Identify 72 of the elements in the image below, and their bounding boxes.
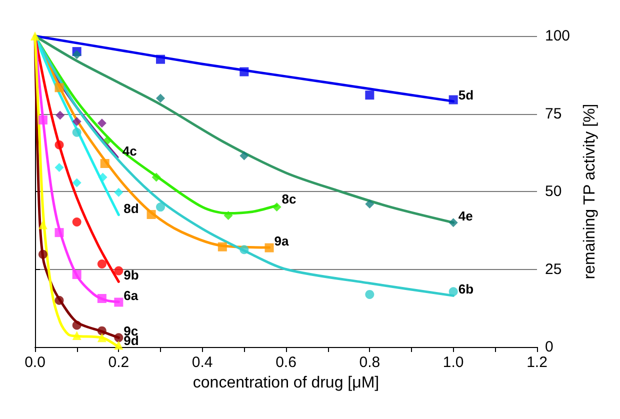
point xyxy=(114,333,124,342)
point xyxy=(54,140,64,150)
point xyxy=(72,117,82,126)
x-axis-title: concentration of drug [μM] xyxy=(192,374,380,392)
point xyxy=(72,330,82,340)
point xyxy=(54,228,64,238)
series-label: 9b xyxy=(124,268,139,283)
point xyxy=(103,136,112,145)
point xyxy=(240,245,249,254)
point xyxy=(72,178,82,188)
point xyxy=(448,95,458,104)
point xyxy=(54,296,64,305)
x-tick-label: 0.0 xyxy=(24,354,46,371)
point xyxy=(264,243,274,252)
y-tick-label: 25 xyxy=(545,260,562,278)
point xyxy=(54,163,64,172)
point xyxy=(56,110,65,120)
point xyxy=(224,210,233,220)
point xyxy=(114,340,124,350)
point xyxy=(240,151,249,160)
series-label: 9a xyxy=(274,233,290,248)
y-tick-label: 50 xyxy=(545,183,562,200)
series-label: 6a xyxy=(124,288,139,303)
point xyxy=(97,118,106,128)
y-tick-label: 100 xyxy=(545,28,570,44)
point xyxy=(114,266,124,276)
point xyxy=(97,259,106,268)
x-tick-label: 0.8 xyxy=(359,354,380,371)
x-tick-label: 0.4 xyxy=(192,354,213,371)
x-tick-label: 0.6 xyxy=(276,354,296,371)
point xyxy=(156,54,165,64)
point xyxy=(448,218,458,228)
point xyxy=(240,67,249,76)
point xyxy=(272,202,282,212)
point xyxy=(114,188,124,197)
point xyxy=(72,217,82,226)
point xyxy=(72,320,82,330)
point xyxy=(146,210,156,220)
y-tick-label: 0 xyxy=(545,338,554,356)
point xyxy=(100,159,110,168)
point xyxy=(38,115,48,124)
point xyxy=(365,90,374,100)
point xyxy=(365,290,374,299)
point xyxy=(38,220,48,230)
point xyxy=(97,333,106,342)
y-tick-label: 75 xyxy=(545,105,562,122)
point xyxy=(156,202,165,212)
point xyxy=(98,172,108,182)
point xyxy=(54,83,64,92)
point xyxy=(72,270,82,280)
point xyxy=(152,172,161,182)
series-label: 5d xyxy=(458,87,474,102)
x-tick-label: 1.0 xyxy=(442,354,464,371)
point xyxy=(72,128,82,137)
point xyxy=(365,199,374,208)
point xyxy=(114,298,124,307)
series-label: 6b xyxy=(458,282,474,297)
point xyxy=(97,294,106,303)
series-label: 4e xyxy=(458,208,473,224)
point xyxy=(97,326,106,336)
point xyxy=(30,32,40,40)
point xyxy=(72,50,82,60)
point xyxy=(156,94,165,103)
x-tick-label: 0.2 xyxy=(108,354,130,371)
point xyxy=(38,250,48,259)
point xyxy=(218,242,227,252)
series-label: 8c xyxy=(282,191,296,206)
y-axis-title: remaining TP activity [%] xyxy=(582,104,598,280)
point xyxy=(448,287,458,296)
series-label: 8d xyxy=(124,200,139,216)
x-tick-label: 1.2 xyxy=(526,354,548,371)
series-label: 4c xyxy=(122,143,137,158)
